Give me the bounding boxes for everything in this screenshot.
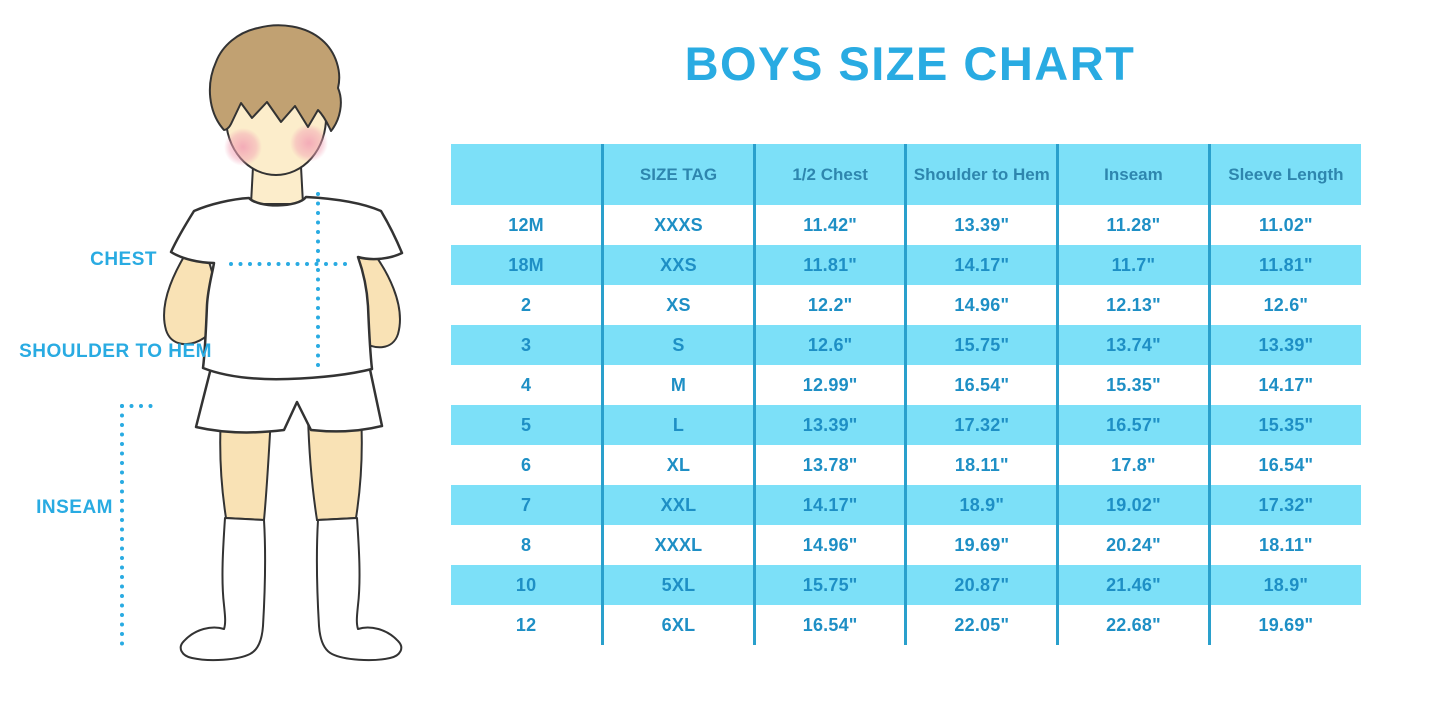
shoulder-to-hem-cell: 18.11" <box>904 445 1058 485</box>
size-tag-cell: XXXS <box>601 205 755 245</box>
size-cell: 2 <box>520 294 532 315</box>
shoulder-to-hem-cell: 18.9" <box>904 485 1058 525</box>
shoulder-to-hem-cell: 16.54" <box>904 365 1058 405</box>
sleeve-length-cell: 15.35" <box>1207 405 1361 445</box>
size-cell: 3 <box>451 325 603 365</box>
table-row: 5 L 13.39" 17.32" 16.57" 15.35" <box>451 405 1361 445</box>
inseam-cell: 20.24" <box>1056 525 1210 565</box>
size-tag-cell: M <box>601 365 755 405</box>
inseam-cell: 21.46" <box>1056 565 1210 605</box>
column-header-size <box>451 144 603 205</box>
inseam-cell: 15.35" <box>1056 365 1210 405</box>
size-cell: 5 <box>451 405 603 445</box>
left-cheek <box>224 128 262 166</box>
sleeve-length-cell: 18.11" <box>1207 525 1361 565</box>
half-chest-cell: 12.99" <box>752 365 906 405</box>
header-row: SIZE TAG 1/2 Chest Shoulder to Hem Insea… <box>451 144 1361 205</box>
table-row: 12 6XL 16.54" 22.05" 22.68" 19.69" <box>451 605 1361 645</box>
size-tag-cell: XXS <box>601 245 755 285</box>
column-header-sleeve-length: Sleeve Length <box>1207 144 1361 205</box>
table-row: 3 S 12.6" 15.75" 13.74" 13.39" <box>451 325 1361 365</box>
size-cell: 8 <box>520 534 532 555</box>
shoulder-to-hem-cell: 13.39" <box>904 205 1058 245</box>
column-header-size-tag: SIZE TAG <box>601 144 755 205</box>
column-header-inseam: Inseam <box>1056 144 1210 205</box>
sleeve-length-cell: 17.32" <box>1207 485 1361 525</box>
table-row: 12M XXXS 11.42" 13.39" 11.28" 11.02" <box>451 205 1361 245</box>
sleeve-length-cell: 13.39" <box>1207 325 1361 365</box>
size-tag-cell: XXXL <box>601 525 755 565</box>
table-row: 4 M 12.99" 16.54" 15.35" 14.17" <box>451 365 1361 405</box>
inseam-cell: 16.57" <box>1056 405 1210 445</box>
inseam-cell: 11.7" <box>1056 245 1210 285</box>
size-tag-cell: XL <box>601 445 755 485</box>
boys-size-chart-table: SIZE TAG 1/2 Chest Shoulder to Hem Insea… <box>451 144 1361 645</box>
size-cell: 4 <box>520 374 532 395</box>
table-row: 7 XXL 14.17" 18.9" 19.02" 17.32" <box>451 485 1361 525</box>
sleeve-length-cell: 16.54" <box>1207 445 1361 485</box>
half-chest-cell: 12.6" <box>752 325 906 365</box>
sleeve-length-cell: 12.6" <box>1207 285 1361 325</box>
right-sock <box>315 517 403 662</box>
size-tag-cell: XXL <box>601 485 755 525</box>
t-shirt <box>169 195 404 381</box>
half-chest-cell: 13.39" <box>752 405 906 445</box>
chest-label: CHEST <box>90 249 157 270</box>
hair <box>208 24 342 132</box>
size-cell: 12M <box>508 214 544 235</box>
boy-illustration <box>120 24 404 662</box>
half-chest-cell: 16.54" <box>752 605 906 645</box>
shoulder-to-hem-cell: 15.75" <box>904 325 1058 365</box>
half-chest-cell: 14.96" <box>752 525 906 565</box>
size-tag-cell: 6XL <box>601 605 755 645</box>
right-cheek <box>290 124 328 162</box>
half-chest-cell: 13.78" <box>752 445 906 485</box>
size-tag-cell: L <box>601 405 755 445</box>
half-chest-cell: 14.17" <box>752 485 906 525</box>
size-tag-cell: S <box>601 325 755 365</box>
shoulder-to-hem-label: SHOULDER TO HEM <box>19 341 212 362</box>
table-row: 8 XXXL 14.96" 19.69" 20.24" 18.11" <box>451 525 1361 565</box>
size-cell: 7 <box>451 485 603 525</box>
shoulder-to-hem-cell: 14.96" <box>904 285 1058 325</box>
sleeve-length-cell: 14.17" <box>1207 365 1361 405</box>
left-arm <box>163 241 217 346</box>
size-cell: 18M <box>451 245 603 285</box>
half-chest-cell: 11.42" <box>752 205 906 245</box>
shoulder-to-hem-cell: 19.69" <box>904 525 1058 565</box>
shoulder-to-hem-cell: 17.32" <box>904 405 1058 445</box>
shoulder-to-hem-cell: 22.05" <box>904 605 1058 645</box>
table-row: 18M XXS 11.81" 14.17" 11.7" 11.81" <box>451 245 1361 285</box>
half-chest-cell: 12.2" <box>752 285 906 325</box>
half-chest-cell: 15.75" <box>752 565 906 605</box>
size-cell: 6 <box>520 454 532 475</box>
left-sock <box>179 517 267 662</box>
table-row: 6 XL 13.78" 18.11" 17.8" 16.54" <box>451 445 1361 485</box>
size-cell: 12 <box>515 614 537 635</box>
inseam-label: INSEAM <box>36 497 113 518</box>
page-title: BOYS SIZE CHART <box>684 37 1136 90</box>
inseam-cell: 19.02" <box>1056 485 1210 525</box>
inseam-cell: 17.8" <box>1056 445 1210 485</box>
half-chest-cell: 11.81" <box>752 245 906 285</box>
column-header-shoulder-to-hem: Shoulder to Hem <box>904 144 1058 205</box>
inseam-cell: 11.28" <box>1056 205 1210 245</box>
size-tag-cell: XS <box>601 285 755 325</box>
size-tag-cell: 5XL <box>601 565 755 605</box>
column-header-half-chest: 1/2 Chest <box>752 144 906 205</box>
table-row: 2 XS 12.2" 14.96" 12.13" 12.6" <box>451 285 1361 325</box>
table-row: 10 5XL 15.75" 20.87" 21.46" 18.9" <box>451 565 1361 605</box>
inseam-cell: 13.74" <box>1056 325 1210 365</box>
size-cell: 10 <box>451 565 603 605</box>
inseam-cell: 22.68" <box>1056 605 1210 645</box>
sleeve-length-cell: 18.9" <box>1207 565 1361 605</box>
sleeve-length-cell: 11.02" <box>1207 205 1361 245</box>
inseam-cell: 12.13" <box>1056 285 1210 325</box>
shoulder-to-hem-cell: 14.17" <box>904 245 1058 285</box>
sleeve-length-cell: 11.81" <box>1207 245 1361 285</box>
shoulder-to-hem-cell: 20.87" <box>904 565 1058 605</box>
sleeve-length-cell: 19.69" <box>1207 605 1361 645</box>
